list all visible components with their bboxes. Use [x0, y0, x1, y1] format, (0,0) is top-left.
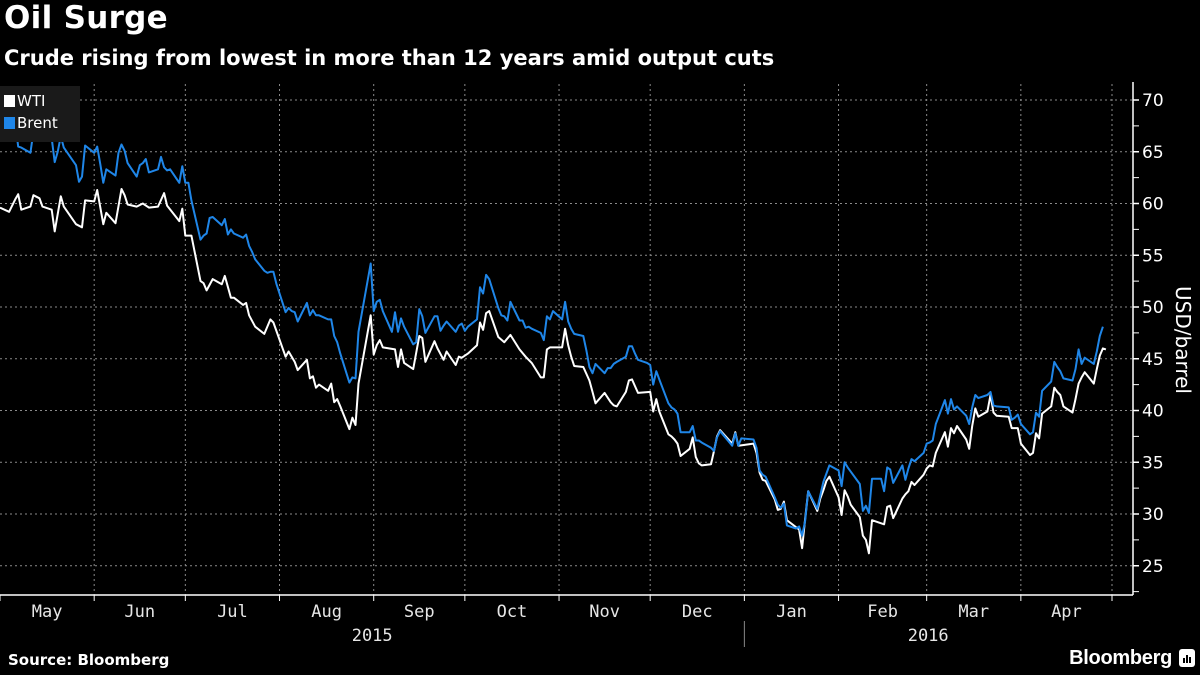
y-tick-label: 40: [1142, 402, 1164, 422]
x-year-label: 2016: [908, 626, 949, 646]
y-tick-label: 30: [1142, 505, 1164, 525]
x-tick-label: Oct: [497, 602, 528, 622]
series-lines: [0, 121, 1107, 555]
legend: WTI Brent: [0, 86, 80, 142]
source-note: Source: Bloomberg: [8, 651, 170, 669]
chart-title: Oil Surge: [4, 0, 168, 36]
axes: 25 30 35 40 45 50 55 60 65 70 May Jun Jul Aug Sep Oct No…: [0, 82, 1164, 647]
y-tick-label: 35: [1142, 453, 1164, 473]
y-tick-label: 45: [1142, 350, 1164, 370]
y-tick-label: 65: [1142, 143, 1164, 163]
x-tick-label: Dec: [682, 602, 713, 622]
y-axis-label: USD/barrel: [1171, 286, 1195, 394]
bloomberg-chart-icon: [1179, 649, 1195, 667]
series-line-brent: [0, 121, 1104, 537]
x-year-label: 2015: [352, 626, 393, 646]
x-tick-label: Mar: [958, 602, 989, 622]
legend-swatch-brent: [4, 117, 15, 129]
x-tick-label: Jul: [217, 602, 248, 622]
y-tick-label: 60: [1142, 195, 1164, 215]
legend-label-wti: WTI: [17, 92, 46, 110]
legend-label-brent: Brent: [17, 114, 58, 132]
x-tick-label: Aug: [311, 602, 342, 622]
x-tick-label: Jan: [776, 602, 807, 622]
x-tick-label: Nov: [589, 602, 620, 622]
bloomberg-logo-text: Bloomberg: [1069, 647, 1172, 669]
y-tick-label: 55: [1142, 246, 1164, 266]
y-tick-label: 50: [1142, 298, 1164, 318]
chart-subtitle: Crude rising from lowest in more than 12…: [4, 46, 775, 70]
x-tick-label: May: [32, 602, 63, 622]
y-tick-label: 70: [1142, 91, 1164, 111]
legend-item-wti[interactable]: WTI: [4, 92, 45, 110]
x-tick-label: Apr: [1051, 602, 1082, 622]
legend-swatch-wti: [4, 95, 15, 107]
series-line-wti: [0, 188, 1107, 555]
y-tick-label: 25: [1142, 557, 1164, 577]
x-tick-label: Feb: [867, 602, 898, 622]
gridlines: [0, 84, 1133, 595]
x-tick-label: Sep: [404, 602, 435, 622]
legend-item-brent[interactable]: Brent: [4, 114, 58, 132]
x-tick-label: Jun: [124, 602, 155, 622]
